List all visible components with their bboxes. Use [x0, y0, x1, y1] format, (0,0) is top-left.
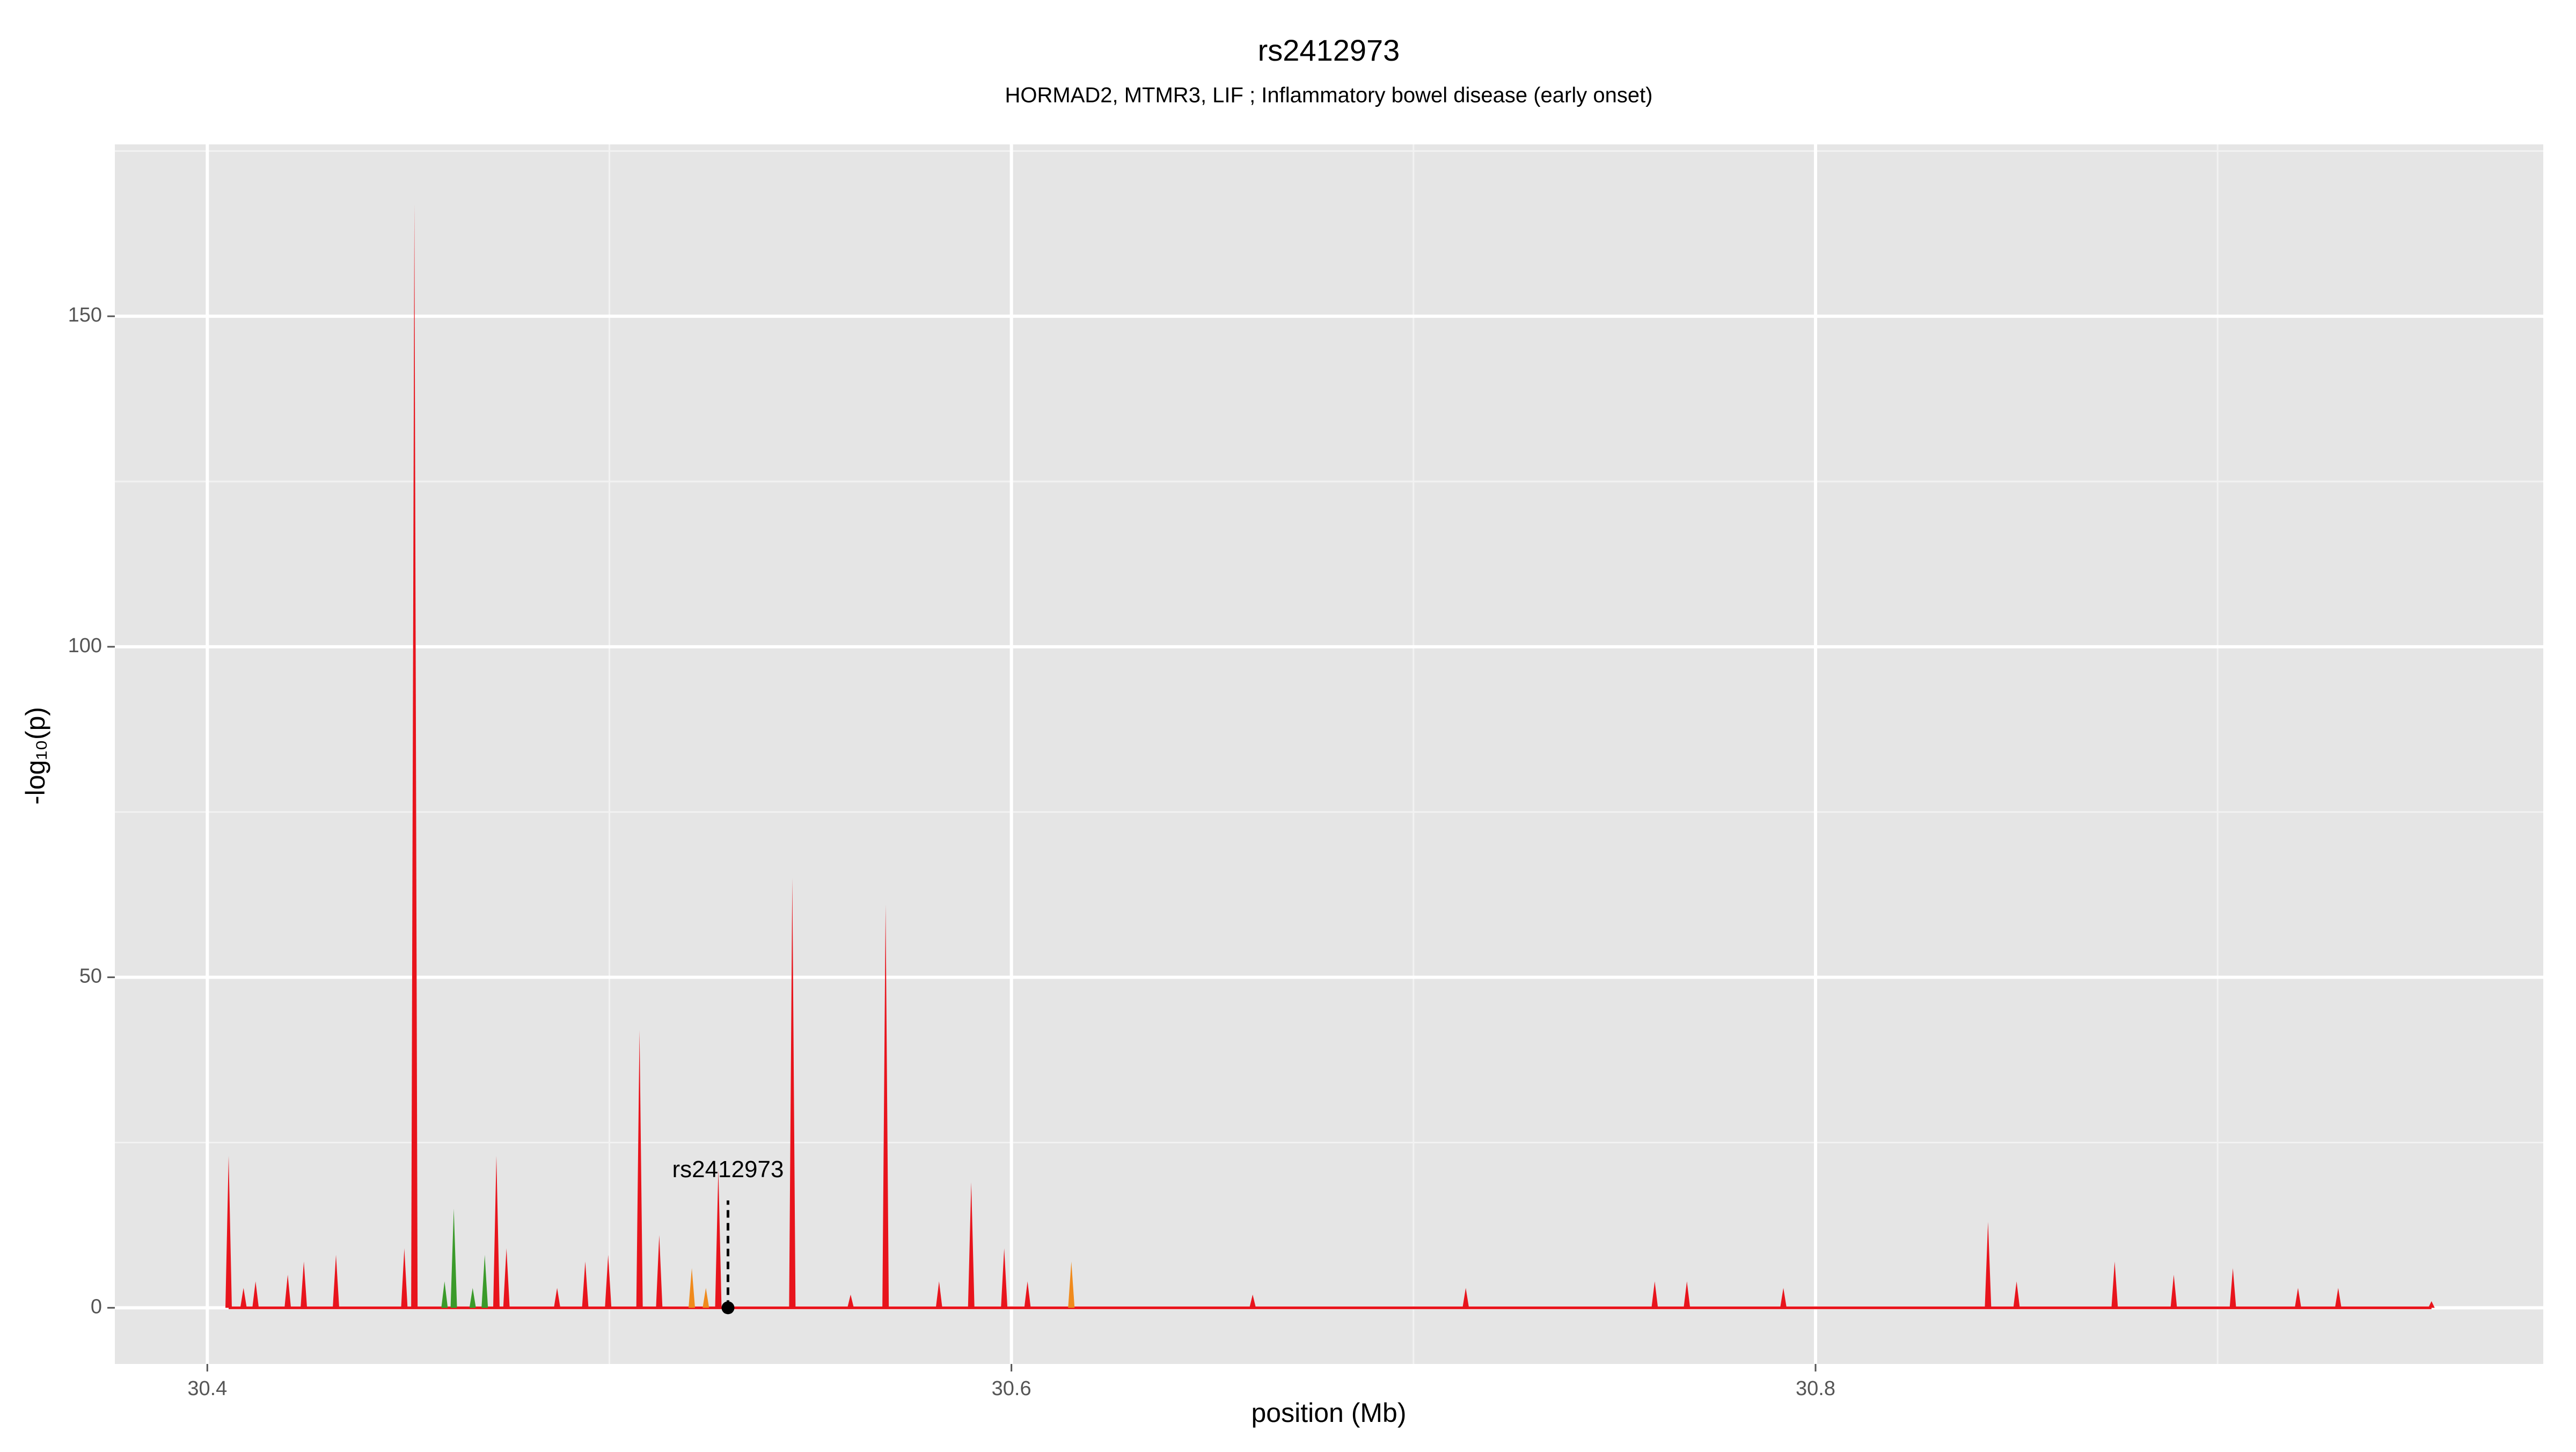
- x-tick-label: 30.4: [187, 1377, 227, 1400]
- spike: [847, 1294, 854, 1308]
- spike: [301, 1261, 308, 1308]
- spike: [582, 1261, 589, 1308]
- spike: [401, 1248, 408, 1308]
- x-tick-label: 30.8: [1796, 1377, 1835, 1400]
- spike: [503, 1248, 510, 1308]
- spike: [411, 203, 418, 1308]
- spike: [1001, 1248, 1008, 1308]
- spike: [2334, 1288, 2341, 1308]
- y-axis-label: -log₁₀(p): [20, 707, 50, 805]
- annotation-label: rs2412973: [672, 1156, 784, 1183]
- spike: [689, 1268, 696, 1308]
- y-tick-label: 50: [79, 965, 102, 988]
- spike: [2229, 1268, 2236, 1308]
- spike: [481, 1254, 488, 1308]
- spike: [1780, 1288, 1787, 1308]
- x-tick-label: 30.6: [992, 1377, 1031, 1400]
- spike: [1684, 1281, 1690, 1308]
- spike: [252, 1281, 259, 1308]
- spike: [240, 1288, 247, 1308]
- chart-subtitle: HORMAD2, MTMR3, LIF ; Inflammatory bowel…: [1005, 84, 1652, 107]
- spike: [2295, 1288, 2302, 1308]
- spike: [2170, 1274, 2177, 1308]
- spike: [469, 1288, 476, 1308]
- y-tick-label: 150: [68, 304, 102, 326]
- y-tick-label: 100: [68, 634, 102, 657]
- chart-title: rs2412973: [1258, 33, 1400, 67]
- spike: [1462, 1288, 1469, 1308]
- spike: [702, 1288, 709, 1308]
- spike: [636, 1030, 643, 1308]
- y-tick-label: 0: [91, 1295, 102, 1318]
- annotation-point: [721, 1301, 735, 1315]
- spike: [441, 1281, 448, 1308]
- spike: [968, 1182, 975, 1308]
- spike: [935, 1281, 942, 1308]
- spike: [450, 1208, 457, 1308]
- spike: [493, 1156, 500, 1308]
- spike: [882, 904, 889, 1308]
- spike: [656, 1235, 663, 1308]
- spike: [2428, 1301, 2435, 1308]
- spike: [605, 1254, 612, 1308]
- plot-panel: [115, 144, 2543, 1364]
- spike: [2013, 1281, 2020, 1308]
- spike: [225, 1156, 232, 1308]
- spike: [1068, 1261, 1075, 1308]
- spike: [1024, 1281, 1031, 1308]
- spike: [554, 1288, 561, 1308]
- spike: [284, 1274, 291, 1308]
- spike: [2111, 1261, 2118, 1308]
- x-axis-label: position (Mb): [1252, 1398, 1407, 1428]
- spike: [1985, 1222, 1992, 1308]
- spike: [1651, 1281, 1658, 1308]
- spike: [715, 1169, 722, 1308]
- spike: [789, 878, 796, 1308]
- spike: [1249, 1294, 1256, 1308]
- spike: [333, 1254, 340, 1308]
